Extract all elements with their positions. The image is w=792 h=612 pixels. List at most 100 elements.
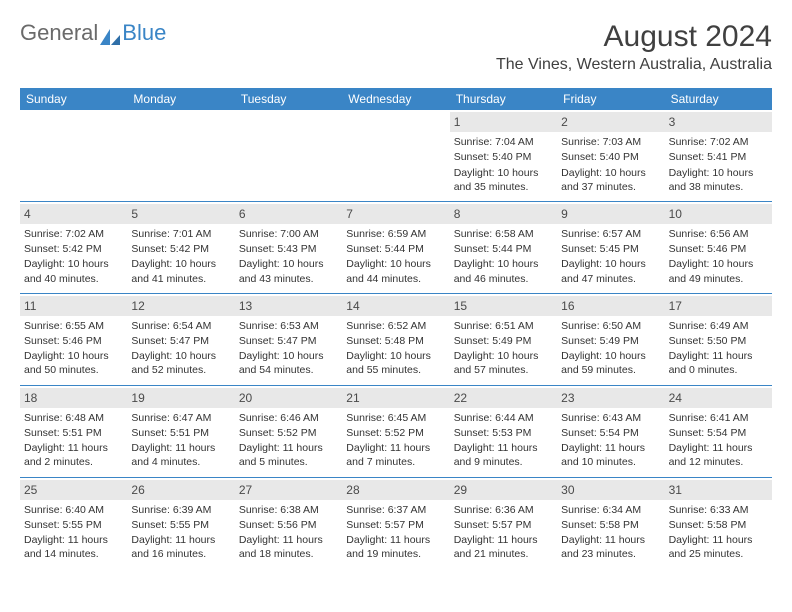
day-cell: 15 Sunrise: 6:51 AMSunset: 5:49 PMDayligh… (450, 294, 557, 385)
day-cell: 24Sunrise: 6:41 AMSunset: 5:54 PMDayligh… (665, 386, 772, 477)
sunrise-text: Sunrise: 7:03 AM (561, 135, 660, 149)
date-number: 12 (127, 296, 234, 316)
daylight-text: Daylight: 11 hours and 16 minutes. (131, 533, 230, 561)
daylight-text: Daylight: 10 hours and 35 minutes. (454, 166, 553, 194)
day-cell: 20Sunrise: 6:46 AMSunset: 5:52 PMDayligh… (235, 386, 342, 477)
sunrise-text: Sunrise: 6:52 AM (346, 319, 445, 333)
daylight-text: Daylight: 10 hours and 49 minutes. (669, 257, 768, 285)
daylight-text: Daylight: 11 hours and 19 minutes. (346, 533, 445, 561)
sunrise-text: Sunrise: 7:02 AM (24, 227, 123, 241)
date-number: 16 (557, 296, 664, 316)
daylight-text: Daylight: 10 hours and 41 minutes. (131, 257, 230, 285)
day-cell: 23Sunrise: 6:43 AMSunset: 5:54 PMDayligh… (557, 386, 664, 477)
week-row: 4Sunrise: 7:02 AMSunset: 5:42 PMDaylight… (20, 202, 772, 293)
day-cell (20, 110, 127, 201)
sunrise-text: Sunrise: 6:40 AM (24, 503, 123, 517)
sunset-text: Sunset: 5:51 PM (24, 426, 123, 440)
daylight-text: Daylight: 10 hours and 37 minutes. (561, 166, 660, 194)
sunset-text: Sunset: 5:57 PM (346, 518, 445, 532)
day-cell: 26Sunrise: 6:39 AMSunset: 5:55 PMDayligh… (127, 478, 234, 569)
sunset-text: Sunset: 5:46 PM (24, 334, 123, 348)
sunrise-text: Sunrise: 6:56 AM (669, 227, 768, 241)
day-cell: 2Sunrise: 7:03 AMSunset: 5:40 PMDaylight… (557, 110, 664, 201)
sunset-text: Sunset: 5:57 PM (454, 518, 553, 532)
day-cell: 11Sunrise: 6:55 AMSunset: 5:46 PMDayligh… (20, 294, 127, 385)
sunset-text: Sunset: 5:50 PM (669, 334, 768, 348)
sunrise-text: Sunrise: 6:48 AM (24, 411, 123, 425)
sunrise-text: Sunrise: 6:49 AM (669, 319, 768, 333)
day-cell: 30Sunrise: 6:34 AMSunset: 5:58 PMDayligh… (557, 478, 664, 569)
daylight-text: Daylight: 11 hours and 23 minutes. (561, 533, 660, 561)
sunrise-text: Sunrise: 6:55 AM (24, 319, 123, 333)
date-number: 13 (235, 296, 342, 316)
location-text: The Vines, Western Australia, Australia (496, 56, 772, 74)
sunset-text: Sunset: 5:48 PM (346, 334, 445, 348)
date-number: 10 (665, 204, 772, 224)
date-number: 8 (450, 204, 557, 224)
daylight-text: Daylight: 10 hours and 55 minutes. (346, 349, 445, 377)
day-cell: 25Sunrise: 6:40 AMSunset: 5:55 PMDayligh… (20, 478, 127, 569)
daylight-text: Daylight: 10 hours and 59 minutes. (561, 349, 660, 377)
sunrise-text: Sunrise: 6:50 AM (561, 319, 660, 333)
date-number: 27 (235, 480, 342, 500)
daylight-text: Daylight: 11 hours and 14 minutes. (24, 533, 123, 561)
sunset-text: Sunset: 5:42 PM (24, 242, 123, 256)
daylight-text: Daylight: 11 hours and 4 minutes. (131, 441, 230, 469)
day-cell: 4Sunrise: 7:02 AMSunset: 5:42 PMDaylight… (20, 202, 127, 293)
sunset-text: Sunset: 5:58 PM (561, 518, 660, 532)
sunrise-text: Sunrise: 6:58 AM (454, 227, 553, 241)
sunset-text: Sunset: 5:47 PM (131, 334, 230, 348)
date-number: 22 (450, 388, 557, 408)
title-block: August 2024 The Vines, Western Australia… (496, 20, 772, 74)
week-row: 18Sunrise: 6:48 AMSunset: 5:51 PMDayligh… (20, 386, 772, 477)
page-header: General Blue August 2024 The Vines, West… (20, 20, 772, 74)
sunset-text: Sunset: 5:43 PM (239, 242, 338, 256)
day-header-friday: Friday (557, 88, 664, 110)
date-number: 7 (342, 204, 449, 224)
date-number: 1 (450, 112, 557, 132)
day-header-row: Sunday Monday Tuesday Wednesday Thursday… (20, 88, 772, 110)
daylight-text: Daylight: 10 hours and 54 minutes. (239, 349, 338, 377)
date-number: 3 (665, 112, 772, 132)
day-cell: 13Sunrise: 6:53 AMSunset: 5:47 PMDayligh… (235, 294, 342, 385)
date-number: 29 (450, 480, 557, 500)
day-cell: 29Sunrise: 6:36 AMSunset: 5:57 PMDayligh… (450, 478, 557, 569)
day-cell: 8Sunrise: 6:58 AMSunset: 5:44 PMDaylight… (450, 202, 557, 293)
day-cell: 14 Sunrise: 6:52 AMSunset: 5:48 PMDayligh… (342, 294, 449, 385)
sunset-text: Sunset: 5:53 PM (454, 426, 553, 440)
date-number: 26 (127, 480, 234, 500)
sunset-text: Sunset: 5:51 PM (131, 426, 230, 440)
sunset-text: Sunset: 5:56 PM (239, 518, 338, 532)
day-header-monday: Monday (127, 88, 234, 110)
sunrise-text: Sunrise: 6:44 AM (454, 411, 553, 425)
sunrise-text: Sunrise: 6:53 AM (239, 319, 338, 333)
week-row: 1Sunrise: 7:04 AMSunset: 5:40 PMDaylight… (20, 110, 772, 201)
week-row: 25Sunrise: 6:40 AMSunset: 5:55 PMDayligh… (20, 478, 772, 569)
month-title: August 2024 (496, 20, 772, 54)
sunrise-text: Sunrise: 6:57 AM (561, 227, 660, 241)
calendar: Sunday Monday Tuesday Wednesday Thursday… (20, 88, 772, 568)
day-cell: 17Sunrise: 6:49 AMSunset: 5:50 PMDayligh… (665, 294, 772, 385)
date-number: 25 (20, 480, 127, 500)
date-number: 5 (127, 204, 234, 224)
day-cell: 31Sunrise: 6:33 AMSunset: 5:58 PMDayligh… (665, 478, 772, 569)
sunset-text: Sunset: 5:52 PM (239, 426, 338, 440)
daylight-text: Daylight: 11 hours and 12 minutes. (669, 441, 768, 469)
sunrise-text: Sunrise: 7:01 AM (131, 227, 230, 241)
sunset-text: Sunset: 5:49 PM (454, 334, 553, 348)
date-number: 14 (342, 296, 449, 316)
date-number: 19 (127, 388, 234, 408)
daylight-text: Daylight: 10 hours and 57 minutes. (454, 349, 553, 377)
sunrise-text: Sunrise: 6:38 AM (239, 503, 338, 517)
sunrise-text: Sunrise: 6:51 AM (454, 319, 553, 333)
date-number: 18 (20, 388, 127, 408)
date-number: 15 (450, 296, 557, 316)
sunrise-text: Sunrise: 6:47 AM (131, 411, 230, 425)
sunrise-text: Sunrise: 6:34 AM (561, 503, 660, 517)
sunrise-text: Sunrise: 6:37 AM (346, 503, 445, 517)
sunset-text: Sunset: 5:40 PM (561, 150, 660, 164)
date-number: 24 (665, 388, 772, 408)
day-cell: 16Sunrise: 6:50 AMSunset: 5:49 PMDayligh… (557, 294, 664, 385)
day-header-sunday: Sunday (20, 88, 127, 110)
sunset-text: Sunset: 5:58 PM (669, 518, 768, 532)
